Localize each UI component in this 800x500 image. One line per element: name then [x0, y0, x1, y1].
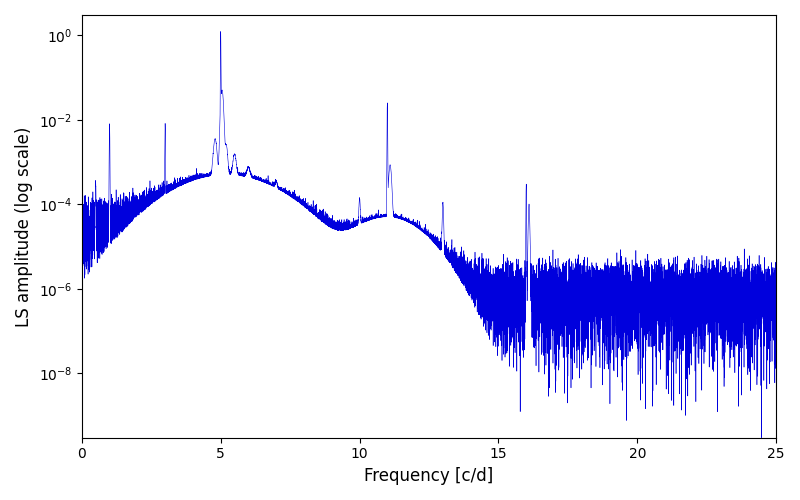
- Y-axis label: LS amplitude (log scale): LS amplitude (log scale): [15, 126, 33, 326]
- X-axis label: Frequency [c/d]: Frequency [c/d]: [364, 467, 494, 485]
